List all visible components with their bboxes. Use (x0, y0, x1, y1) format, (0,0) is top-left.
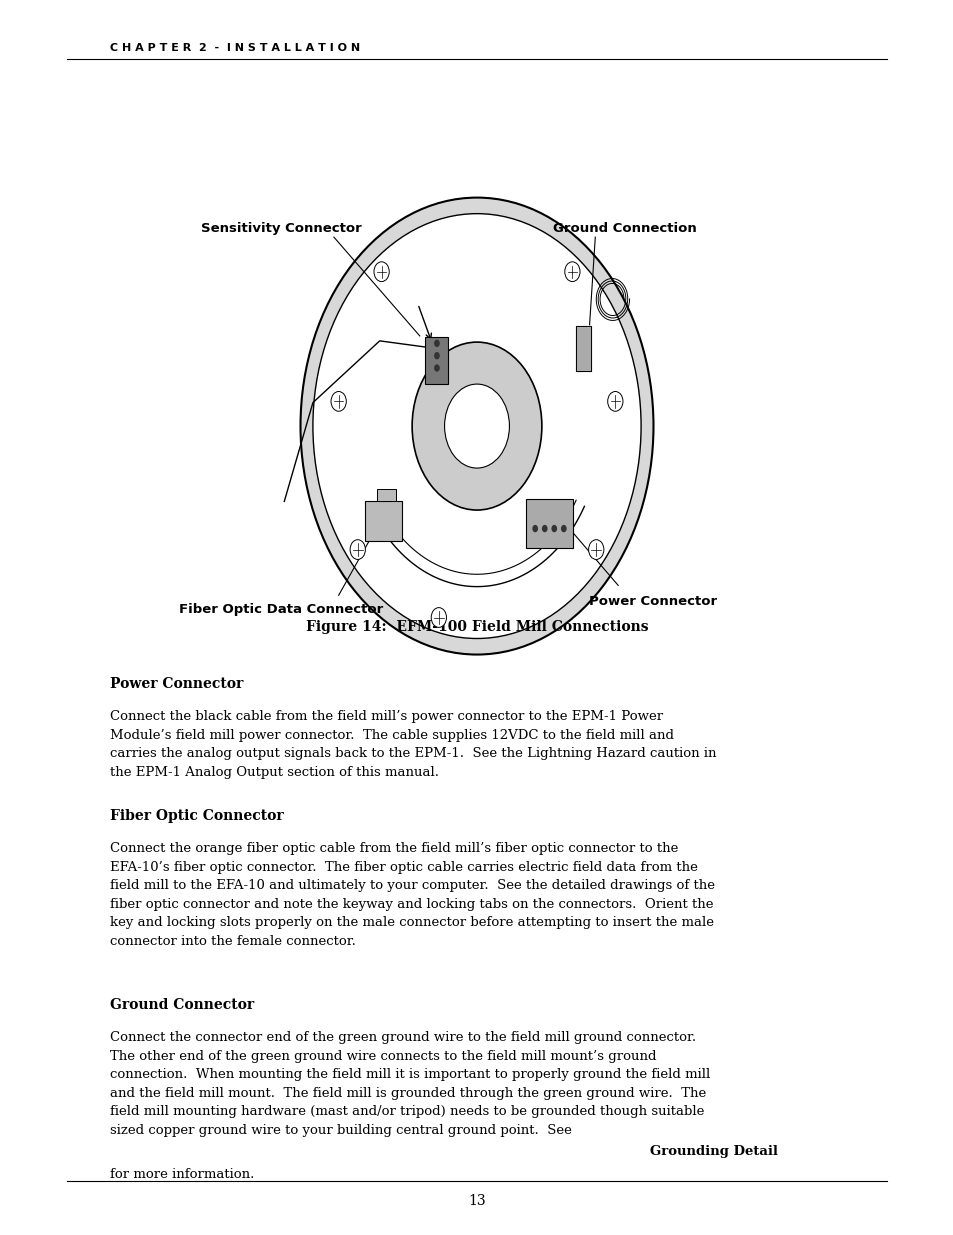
Text: Figure 14:  EFM-100 Field Mill Connections: Figure 14: EFM-100 Field Mill Connection… (305, 620, 648, 634)
Text: Ground Connection: Ground Connection (553, 221, 696, 235)
Circle shape (412, 342, 541, 510)
Circle shape (607, 391, 622, 411)
Circle shape (431, 608, 446, 627)
Text: for more information.: for more information. (110, 1168, 253, 1182)
Circle shape (444, 384, 509, 468)
Circle shape (434, 364, 439, 372)
Text: 13: 13 (468, 1194, 485, 1208)
Text: Power Connector: Power Connector (110, 677, 243, 690)
Circle shape (434, 340, 439, 347)
Text: Connect the black cable from the field mill’s power connector to the EPM-1 Power: Connect the black cable from the field m… (110, 710, 716, 778)
Circle shape (331, 391, 346, 411)
Circle shape (434, 352, 439, 359)
Circle shape (541, 525, 547, 532)
Circle shape (350, 540, 365, 559)
Polygon shape (576, 326, 591, 370)
FancyBboxPatch shape (365, 501, 401, 541)
Circle shape (313, 214, 640, 638)
Text: Connect the connector end of the green ground wire to the field mill ground conn: Connect the connector end of the green g… (110, 1031, 709, 1136)
Circle shape (532, 525, 537, 532)
Circle shape (551, 525, 557, 532)
Text: Fiber Optic Connector: Fiber Optic Connector (110, 809, 283, 823)
Circle shape (300, 198, 653, 655)
Circle shape (588, 540, 603, 559)
FancyBboxPatch shape (376, 489, 395, 501)
Text: Ground Connector: Ground Connector (110, 998, 253, 1011)
Text: Grounding Detail: Grounding Detail (649, 1146, 777, 1158)
Circle shape (564, 262, 579, 282)
Text: Sensitivity Connector: Sensitivity Connector (201, 221, 361, 235)
Circle shape (560, 525, 566, 532)
FancyBboxPatch shape (525, 499, 573, 548)
Text: Fiber Optic Data Connector: Fiber Optic Data Connector (179, 603, 383, 616)
Text: Connect the orange fiber optic cable from the field mill’s fiber optic connector: Connect the orange fiber optic cable fro… (110, 842, 714, 947)
Text: Power Connector: Power Connector (589, 595, 717, 609)
Text: C H A P T E R  2  -  I N S T A L L A T I O N: C H A P T E R 2 - I N S T A L L A T I O … (110, 43, 359, 53)
FancyBboxPatch shape (425, 337, 448, 384)
Circle shape (374, 262, 389, 282)
